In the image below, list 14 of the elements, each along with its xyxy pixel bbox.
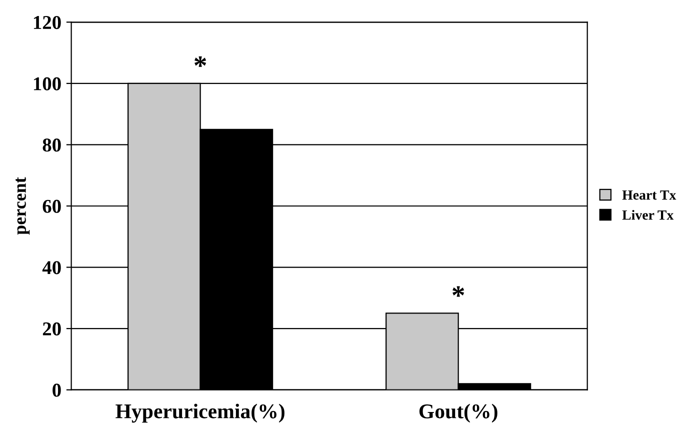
y-tick-label: 60 (42, 200, 61, 213)
x-tick-label: Gout(%) (419, 404, 498, 423)
y-tick-label: 20 (42, 322, 61, 336)
y-tick-label: 0 (52, 384, 61, 397)
x-tick-label: Hyperuricemia(%) (116, 404, 284, 423)
y-tick-label: 40 (42, 261, 61, 274)
annotation: * (452, 286, 464, 297)
y-tick-label: 80 (42, 138, 61, 152)
annotation: * (194, 56, 206, 67)
y-axis-title: percent (16, 177, 30, 235)
y-tick-label: 120 (34, 16, 61, 30)
y-tick-label: 100 (34, 77, 61, 90)
legend-label: Liver Tx (622, 210, 674, 220)
legend-label: Heart Tx (622, 190, 676, 200)
